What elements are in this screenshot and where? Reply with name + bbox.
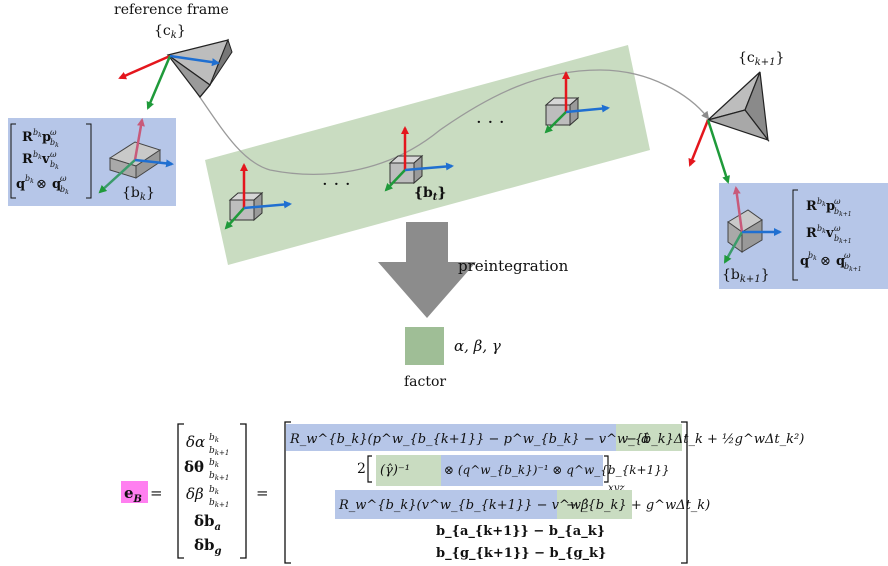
row3-blue-highlight [335, 490, 557, 519]
svg-text:q: q [16, 177, 25, 192]
camera-ck-icon [118, 38, 233, 110]
equals-2: = [256, 484, 269, 502]
svg-text:bk: bk [25, 174, 34, 185]
svg-text:bk+1: bk+1 [834, 234, 852, 245]
svg-text:bk: bk [50, 160, 59, 171]
left-state-vector: R bk p ω bk R bk v ω bk q bk ⊗ q ω bk [10, 123, 92, 199]
alpha-hat: − α̂ [626, 432, 650, 447]
svg-text:bk+1: bk+1 [834, 207, 852, 218]
svg-text:bk: bk [808, 251, 817, 262]
residual-velocity: R_w^{b_k}(v^w_{b_{k+1}} − v^w_{b_k} + g^… [338, 498, 710, 513]
bt-label: {bt} [414, 185, 446, 203]
svg-text:bk: bk [33, 128, 42, 139]
svg-text:ω: ω [50, 150, 57, 159]
delta-theta-sup: bk [209, 458, 219, 469]
imu-frame-1-icon [224, 163, 292, 230]
trajectory-curve [171, 57, 710, 175]
imu-bk-icon [98, 118, 174, 194]
delta-theta-sub: bk+1 [209, 471, 229, 482]
delta-ba: δba [194, 512, 221, 533]
ellipsis-2: · · · [476, 112, 505, 133]
svg-text:q: q [836, 254, 845, 269]
rotation-bracket-left [367, 455, 372, 483]
svg-text:ω: ω [834, 224, 841, 233]
ellipsis-1: · · · [322, 174, 351, 195]
svg-text:bk+1: bk+1 [844, 262, 862, 273]
delta-bg: δbg [194, 536, 222, 557]
error-symbol-highlight [121, 481, 148, 503]
delta-beta-sub: bk+1 [209, 498, 229, 509]
svg-text:ω: ω [60, 174, 67, 183]
preintegration-window [205, 45, 650, 265]
rotation-bracket-right [604, 455, 609, 483]
residual-gyro-bias: b_{g_{k+1}} − b_{g_k} [436, 546, 606, 561]
preintegration-arrow-icon [378, 222, 476, 318]
svg-text:bk: bk [817, 197, 826, 208]
camera-ck1-icon [688, 71, 770, 184]
error-vector-bracket-right [240, 423, 247, 559]
error-symbol: eB [124, 484, 142, 505]
svg-text:bk: bk [50, 138, 59, 149]
svg-text:R: R [22, 152, 33, 167]
reference-frame-label: reference frame [114, 2, 229, 18]
svg-text:ω: ω [834, 197, 841, 206]
delta-alpha-sub: bk+1 [209, 446, 229, 457]
beta-hat: − β̂ [566, 498, 589, 513]
preintegration-label: preintegration [458, 257, 569, 275]
bk-label: {bk} [122, 185, 155, 203]
svg-text:ω: ω [844, 251, 851, 260]
delta-alpha: δα [186, 433, 205, 451]
delta-alpha-sup: bk [209, 433, 219, 444]
residual-bracket-right [681, 421, 688, 564]
residual-bracket-left [284, 421, 291, 564]
xyz-label: xyz [608, 483, 625, 494]
right-state-vector: R bk p ω bk+1 R bk v ω bk+1 q bk ⊗ q ω b… [792, 189, 862, 281]
rotation-coef: 2 [357, 461, 366, 477]
row2-blue-highlight [441, 455, 603, 486]
svg-text:p: p [826, 199, 835, 214]
delta-beta-sup: bk [209, 485, 219, 496]
ck1-label: {ck+1} [738, 50, 784, 68]
delta-beta: δβ [186, 485, 204, 503]
svg-text:bk: bk [60, 185, 69, 196]
row2-green-highlight [376, 455, 441, 486]
bk1-label: {bk+1} [722, 267, 770, 285]
row3-green-highlight [557, 490, 632, 519]
residual-accel-bias: b_{a_{k+1}} − b_{a_k} [436, 524, 605, 539]
svg-text:R: R [806, 199, 817, 214]
svg-text:R: R [22, 130, 33, 145]
svg-text:bk: bk [817, 224, 826, 235]
imu-frame-bt-icon [384, 126, 454, 192]
equals-1: = [150, 484, 163, 502]
residual-position: R_w^{b_k}(p^w_{b_{k+1}} − p^w_{b_k} − v^… [289, 432, 804, 447]
svg-text:⊗: ⊗ [36, 177, 47, 192]
svg-text:v: v [41, 152, 50, 167]
imu-bk1-icon [723, 186, 782, 264]
gamma-hat-inverse: (γ̂)⁻¹ [380, 463, 410, 478]
svg-text:q: q [52, 177, 61, 192]
error-vector-bracket-left [177, 423, 184, 559]
row1-green-highlight [616, 424, 682, 451]
factor-box [405, 327, 444, 365]
factor-label: factor [404, 374, 446, 390]
svg-text:q: q [800, 254, 809, 269]
svg-text:R: R [806, 226, 817, 241]
svg-text:v: v [825, 226, 834, 241]
svg-text:bk: bk [33, 150, 42, 161]
rotation-rest: ⊗ (q^w_{b_k})⁻¹ ⊗ q^w_{b_{k+1}} [444, 463, 669, 477]
svg-text:ω: ω [50, 128, 57, 137]
delta-theta: δθ [184, 458, 204, 476]
ck-label: {ck} [154, 23, 186, 41]
imu-frame-3-icon [544, 71, 610, 134]
svg-text:⊗: ⊗ [820, 254, 831, 269]
svg-text:p: p [42, 130, 51, 145]
row1-blue-highlight [286, 424, 616, 451]
factor-symbols: α, β, γ [454, 337, 501, 355]
